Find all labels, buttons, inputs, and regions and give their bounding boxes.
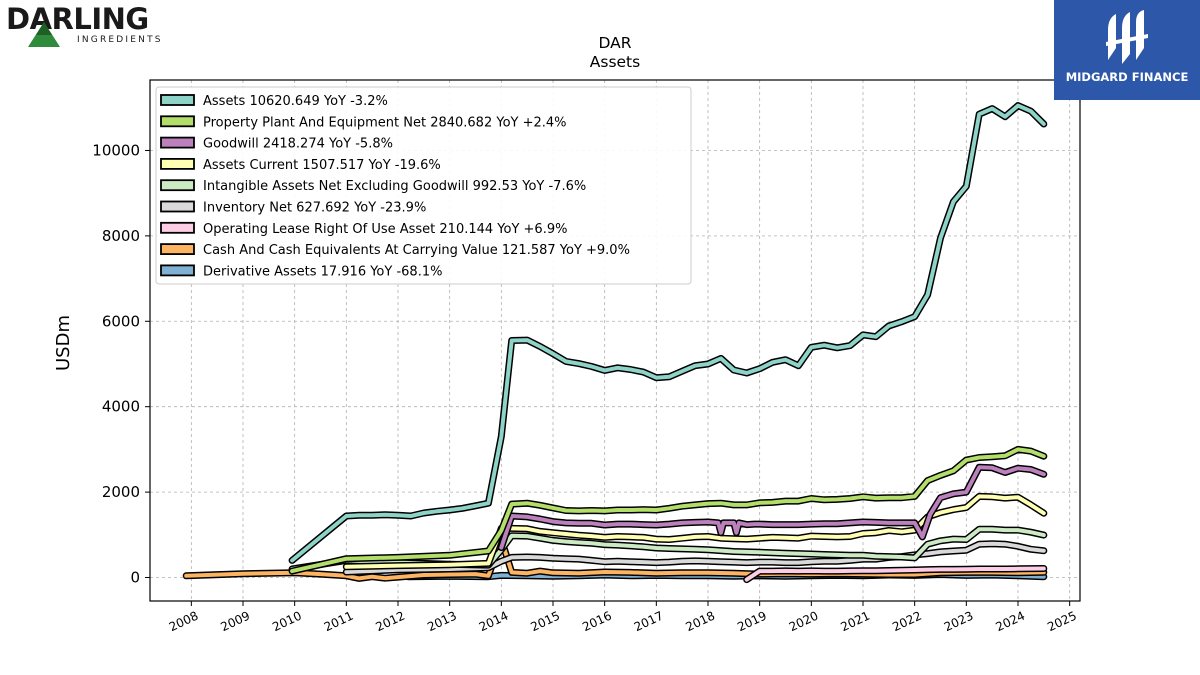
chart-legend: Assets 10620.649 YoY -3.2% Property Plant… [155, 86, 692, 285]
logo-subtitle: INGREDIENTS [77, 35, 163, 45]
x-tick-label: 2019 [735, 609, 769, 635]
y-tick-label: 4000 [102, 398, 140, 416]
x-tick-label: 2022 [890, 609, 924, 635]
legend-item: Property Plant And Equipment Net 2840.68… [160, 115, 567, 130]
y-tick-label: 6000 [102, 312, 140, 330]
series-line [288, 102, 1048, 564]
legend-label: Inventory Net 627.692 YoY -23.9% [203, 201, 426, 216]
legend-swatch [160, 200, 195, 213]
chart-subtitle: Assets [590, 53, 640, 71]
x-tick-label: 2012 [374, 609, 408, 635]
midgard-finance-text: MIDGARD FINANCE [1065, 70, 1189, 84]
legend-swatch [160, 115, 195, 128]
legend-label: Goodwill 2418.274 YoY -5.8% [203, 137, 393, 152]
x-tick-label: 2020 [787, 609, 821, 635]
x-axis-ticks: 2008 2009 2010 2011 2012 2013 2014 2015 2016 2017… [167, 601, 1079, 634]
triangle-logo-icon [28, 22, 60, 47]
legend-swatch [160, 179, 195, 192]
x-tick-label: 2021 [839, 609, 873, 635]
series-stroke [290, 447, 1046, 574]
series-line [743, 565, 1048, 584]
x-tick-label: 2018 [684, 609, 718, 635]
legend-item: Intangible Assets Net Excluding Goodwill… [160, 179, 586, 194]
series-stroke [499, 465, 1046, 550]
x-tick-label: 2015 [529, 609, 563, 635]
series-line [288, 525, 1048, 573]
midgard-m-icon [1106, 10, 1148, 64]
legend-item: Inventory Net 627.692 YoY -23.9% [160, 200, 426, 216]
x-tick-label: 2024 [994, 609, 1028, 635]
x-tick-label: 2009 [219, 609, 253, 635]
series-line [342, 540, 1048, 576]
x-tick-label: 2017 [632, 609, 666, 635]
legend-item: Assets 10620.649 YoY -3.2% [160, 94, 388, 109]
legend-label: Intangible Assets Net Excluding Goodwill… [203, 179, 586, 194]
legend-item: Assets Current 1507.517 YoY -19.6% [160, 157, 441, 173]
series-stroke [184, 537, 1046, 581]
midgard-finance-logo: MIDGARD FINANCE [1054, 0, 1200, 100]
legend-box [155, 86, 692, 285]
y-tick-label: 2000 [102, 483, 140, 501]
legend-label: Operating Lease Right Of Use Asset 210.1… [203, 222, 567, 237]
series-stroke [344, 494, 1046, 569]
x-tick-label: 2008 [167, 609, 201, 635]
legend-swatch [160, 94, 195, 106]
series-line [497, 463, 1048, 552]
y-axis-label: USDm [53, 315, 74, 371]
series-stroke [290, 527, 1046, 571]
legend-label: Assets 10620.649 YoY -3.2% [203, 94, 388, 109]
x-tick-label: 2025 [1045, 609, 1079, 635]
y-tick-label: 8000 [102, 227, 140, 245]
x-tick-label: 2013 [425, 609, 459, 635]
legend-label: Assets Current 1507.517 YoY -19.6% [203, 158, 441, 173]
axes-frame [149, 79, 1081, 602]
y-axis-ticks: 0 2000 4000 6000 8000 10000 [92, 141, 150, 587]
series-stroke [290, 103, 1046, 563]
legend-item: Operating Lease Right Of Use Asset 210.1… [160, 221, 567, 237]
series-stroke [344, 541, 1046, 574]
legend-swatch [160, 264, 195, 277]
legend-label: Property Plant And Equipment Net 2840.68… [203, 115, 567, 130]
darling-logo: DARLING INGREDIENTS [4, 2, 174, 48]
series-line [182, 535, 1048, 582]
x-tick-label: 2010 [270, 609, 304, 635]
x-tick-label: 2011 [322, 609, 356, 635]
legend-item: Cash And Cash Equivalents At Carrying Va… [160, 243, 630, 258]
y-tick-label: 0 [130, 569, 140, 587]
legend-swatch [160, 243, 195, 256]
series-line [342, 492, 1048, 571]
legend-item: Derivative Assets 17.916 YoY -68.1% [160, 264, 442, 279]
legend-swatch [160, 221, 195, 234]
series-stroke [744, 566, 1046, 582]
chart-title: DAR [598, 34, 631, 52]
legend-label: Derivative Assets 17.916 YoY -68.1% [203, 264, 442, 279]
legend-item: Goodwill 2418.274 YoY -5.8% [160, 136, 393, 152]
y-tick-label: 10000 [92, 141, 140, 159]
x-tick-label: 2023 [942, 609, 976, 635]
legend-swatch [160, 157, 195, 170]
series-line [288, 445, 1048, 575]
legend-swatch [160, 136, 195, 149]
series-lines [182, 102, 1048, 584]
logo-wordmark: DARLING [6, 2, 149, 36]
x-tick-label: 2016 [580, 609, 614, 635]
x-tick-label: 2014 [477, 609, 511, 635]
legend-label: Cash And Cash Equivalents At Carrying Va… [203, 243, 630, 258]
